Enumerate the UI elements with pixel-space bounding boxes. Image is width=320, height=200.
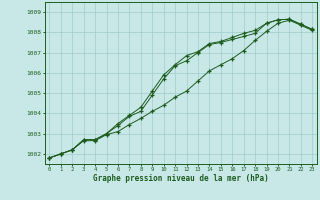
X-axis label: Graphe pression niveau de la mer (hPa): Graphe pression niveau de la mer (hPa) — [93, 174, 269, 183]
